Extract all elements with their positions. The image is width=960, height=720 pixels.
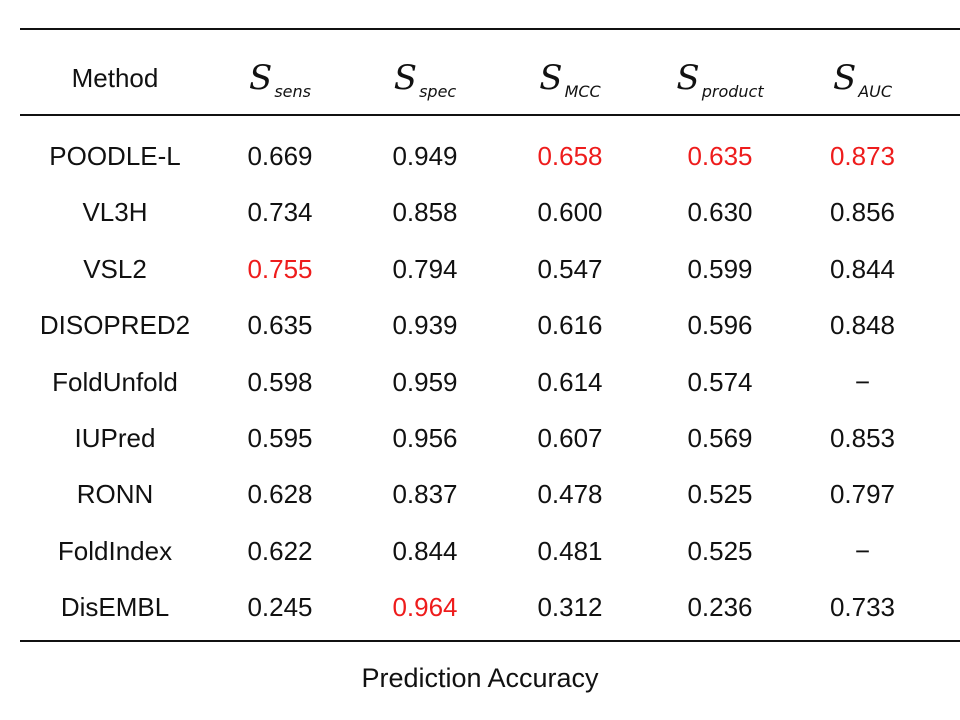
header-subscript: product — [701, 82, 764, 101]
header-subscript: MCC — [564, 82, 601, 101]
value-cell: 0.598 — [247, 366, 313, 397]
value-cell: 0.797 — [829, 479, 896, 510]
header-symbol: S — [539, 58, 563, 98]
value-cell: 0.525 — [687, 535, 753, 566]
header-symbol: S — [393, 58, 418, 98]
value-cell: 0.312 — [537, 592, 603, 623]
header-method: Method — [71, 63, 159, 93]
value-cell: 0.755 — [247, 253, 313, 284]
value-cell: 0.616 — [537, 310, 603, 341]
value-cell: 0.614 — [537, 366, 603, 397]
value-cell: 0.734 — [247, 197, 313, 228]
table-body: POODLE-L 0.669 0.949 0.658 0.635 0.873 V… — [0, 128, 960, 636]
value-cell: 0.848 — [829, 310, 896, 341]
table-row: RONN 0.628 0.837 0.478 0.525 0.797 — [0, 466, 960, 522]
value-cell: 0.236 — [687, 592, 753, 623]
method-name: IUPred — [74, 422, 156, 453]
value-cell: 0.853 — [829, 422, 896, 453]
header-symbol: S — [249, 58, 273, 98]
table-row: IUPred 0.595 0.956 0.607 0.569 0.853 — [0, 410, 960, 466]
value-cell: 0.635 — [687, 141, 753, 171]
value-cell: 0.596 — [687, 310, 753, 341]
value-cell: 0.837 — [392, 479, 458, 510]
header-s-mcc: S MCC — [500, 48, 640, 108]
value-cell: − — [854, 366, 871, 397]
table-top-rule — [20, 28, 960, 30]
value-cell: − — [854, 535, 871, 566]
value-cell: 0.956 — [392, 422, 458, 453]
table-row: VSL2 0.755 0.794 0.547 0.599 0.844 — [0, 241, 960, 297]
table-row: DISOPRED2 0.635 0.939 0.616 0.596 0.848 — [0, 297, 960, 353]
header-subscript: spec — [419, 82, 457, 101]
value-cell: 0.574 — [687, 366, 753, 397]
value-cell: 0.635 — [247, 310, 313, 341]
value-cell: 0.481 — [537, 535, 603, 566]
method-name: VSL2 — [83, 253, 147, 284]
method-name: POODLE-L — [49, 141, 181, 171]
method-name: VL3H — [82, 197, 148, 228]
method-name: FoldIndex — [57, 535, 173, 566]
value-cell: 0.525 — [687, 479, 753, 510]
table-header-rule — [20, 114, 960, 116]
value-cell: 0.964 — [392, 592, 458, 623]
value-cell: 0.949 — [392, 141, 458, 171]
table-caption: Prediction Accuracy — [361, 663, 599, 693]
value-cell: 0.858 — [392, 197, 458, 228]
value-cell: 0.245 — [247, 592, 313, 623]
value-cell: 0.630 — [687, 197, 753, 228]
value-cell: 0.628 — [247, 479, 313, 510]
table-row: VL3H 0.734 0.858 0.600 0.630 0.856 — [0, 184, 960, 240]
method-name: FoldUnfold — [52, 366, 178, 397]
method-name: RONN — [76, 479, 154, 510]
table-row: FoldUnfold 0.598 0.959 0.614 0.574 − — [0, 354, 960, 410]
value-cell: 0.794 — [392, 253, 458, 284]
value-cell: 0.478 — [537, 479, 603, 510]
value-cell: 0.569 — [687, 422, 753, 453]
header-s-auc: S AUC — [795, 48, 930, 108]
value-cell: 0.595 — [247, 422, 313, 453]
value-cell: 0.873 — [829, 141, 896, 171]
value-cell: 0.844 — [392, 535, 458, 566]
header-subscript: sens — [274, 82, 311, 101]
value-cell: 0.622 — [247, 535, 313, 566]
header-subscript: AUC — [858, 82, 893, 101]
table-row: FoldIndex 0.622 0.844 0.481 0.525 − — [0, 523, 960, 579]
value-cell: 0.547 — [537, 253, 603, 284]
value-cell: 0.844 — [829, 253, 896, 284]
table-row: DisEMBL 0.245 0.964 0.312 0.236 0.733 — [0, 579, 960, 635]
value-cell: 0.658 — [537, 141, 603, 171]
header-symbol: S — [832, 58, 857, 98]
value-cell: 0.599 — [687, 253, 753, 284]
value-cell: 0.669 — [247, 141, 313, 171]
value-cell: 0.600 — [537, 197, 603, 228]
method-name: DISOPRED2 — [39, 310, 191, 341]
value-cell: 0.939 — [392, 310, 458, 341]
header-symbol: S — [676, 58, 700, 98]
value-cell: 0.607 — [537, 422, 603, 453]
method-name: DisEMBL — [60, 592, 170, 623]
table-row: POODLE-L 0.669 0.949 0.658 0.635 0.873 — [0, 128, 960, 184]
value-cell: 0.733 — [829, 592, 896, 623]
table-bottom-rule — [20, 640, 960, 642]
value-cell: 0.959 — [392, 366, 458, 397]
value-cell: 0.856 — [829, 197, 896, 228]
